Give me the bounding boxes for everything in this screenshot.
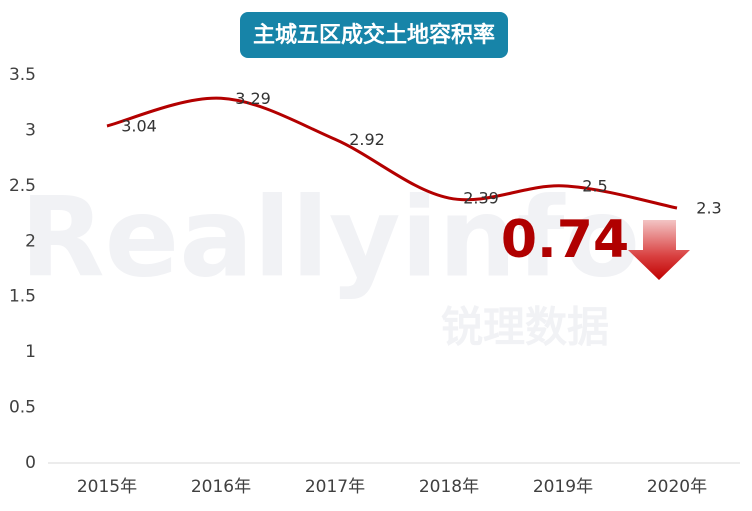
x-tick-label: 2018年 [419, 477, 479, 497]
y-tick-label: 0.5 [9, 398, 36, 418]
data-label: 3.04 [121, 116, 157, 135]
y-tick-label: 2.5 [9, 176, 36, 196]
chart-title: 主城五区成交土地容积率 [253, 22, 495, 48]
watermark: 锐理数据 [441, 303, 609, 352]
data-label: 3.29 [235, 89, 271, 108]
x-tick-label: 2016年 [191, 477, 251, 497]
down-arrow [628, 220, 690, 280]
x-tick-label: 2017年 [305, 477, 365, 497]
y-tick-label: 2 [25, 231, 36, 251]
data-label: 2.39 [463, 189, 499, 208]
x-tick-label: 2019年 [533, 477, 593, 497]
y-tick-label: 3 [25, 120, 36, 140]
y-tick-label: 1 [25, 342, 36, 362]
y-tick-label: 0 [25, 453, 36, 473]
data-label: 2.5 [582, 176, 607, 195]
annotation: 0.74 [501, 210, 629, 270]
line [106, 96, 678, 210]
x-tick-label: 2020年 [647, 477, 707, 497]
data-label: 2.92 [349, 130, 385, 149]
title-box [240, 12, 508, 58]
data-label: 2.3 [696, 199, 721, 218]
x-tick-label: 2015年 [77, 477, 137, 497]
y-tick-label: 1.5 [9, 287, 36, 307]
y-tick-label: 3.5 [9, 65, 36, 85]
watermark: Reallyinfo [20, 173, 640, 301]
